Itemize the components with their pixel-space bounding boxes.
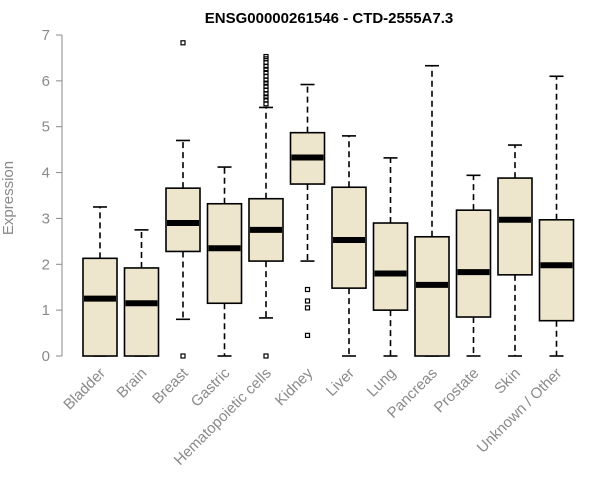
y-tick-label: 5 [42,119,50,136]
box-series [82,40,575,359]
box-iqr [165,187,201,253]
outlier-point [304,305,311,311]
y-tick-label: 3 [42,210,50,227]
outlier-point [263,53,269,60]
outlier-point [263,353,269,359]
y-axis: 0 1 2 3 4 5 6 7 [42,27,63,365]
y-tick-label: 6 [42,73,50,90]
x-tick-label: Prostate [431,365,483,417]
box-iqr [372,222,409,311]
outlier-point [180,353,186,359]
y-tick-label: 4 [42,165,50,182]
y-tick-label: 0 [42,348,50,365]
outlier-point [304,298,311,304]
x-tick-label: Liver [323,365,358,400]
box-iqr [538,219,575,322]
box-pancreas [414,64,450,357]
y-tick-label: 2 [42,256,50,273]
outlier-point [263,70,269,76]
box-breast [165,40,201,359]
x-tick-label: Brain [114,365,151,402]
box-brain [123,229,160,357]
x-tick-label: Breast [149,364,192,407]
box-kidney [289,83,326,338]
outlier-point [263,97,269,103]
box-iqr [455,209,492,318]
box-hematopoietic-cells [248,53,284,359]
box-bladder [82,206,118,357]
box-iqr [82,257,118,357]
box-prostate [455,174,492,357]
x-tick-label: Kidney [272,364,317,409]
box-unknown-other [538,75,575,357]
box-iqr [414,235,450,357]
box-iqr [206,202,243,305]
outlier-point [180,40,186,46]
outlier-point [263,94,269,100]
box-lung [372,157,409,357]
box-iqr [123,267,160,357]
chart-title: ENSG00000261546 - CTD-2555A7.3 [205,10,453,27]
box-iqr [497,177,533,276]
box-skin [497,144,533,357]
x-tick-label: Bladder [60,365,109,414]
y-tick-label: 1 [42,302,50,319]
x-tick-label: Lung [364,365,400,401]
outlier-point [263,80,269,86]
outlier-point [263,66,269,72]
box-gastric [206,166,243,357]
box-liver [331,135,367,357]
outlier-point [304,286,311,293]
outlier-point [263,83,269,89]
outlier-point [304,332,311,338]
y-axis-label: Expression [0,161,17,235]
y-tick-label: 7 [42,27,50,44]
x-tick-label: Skin [491,365,524,398]
